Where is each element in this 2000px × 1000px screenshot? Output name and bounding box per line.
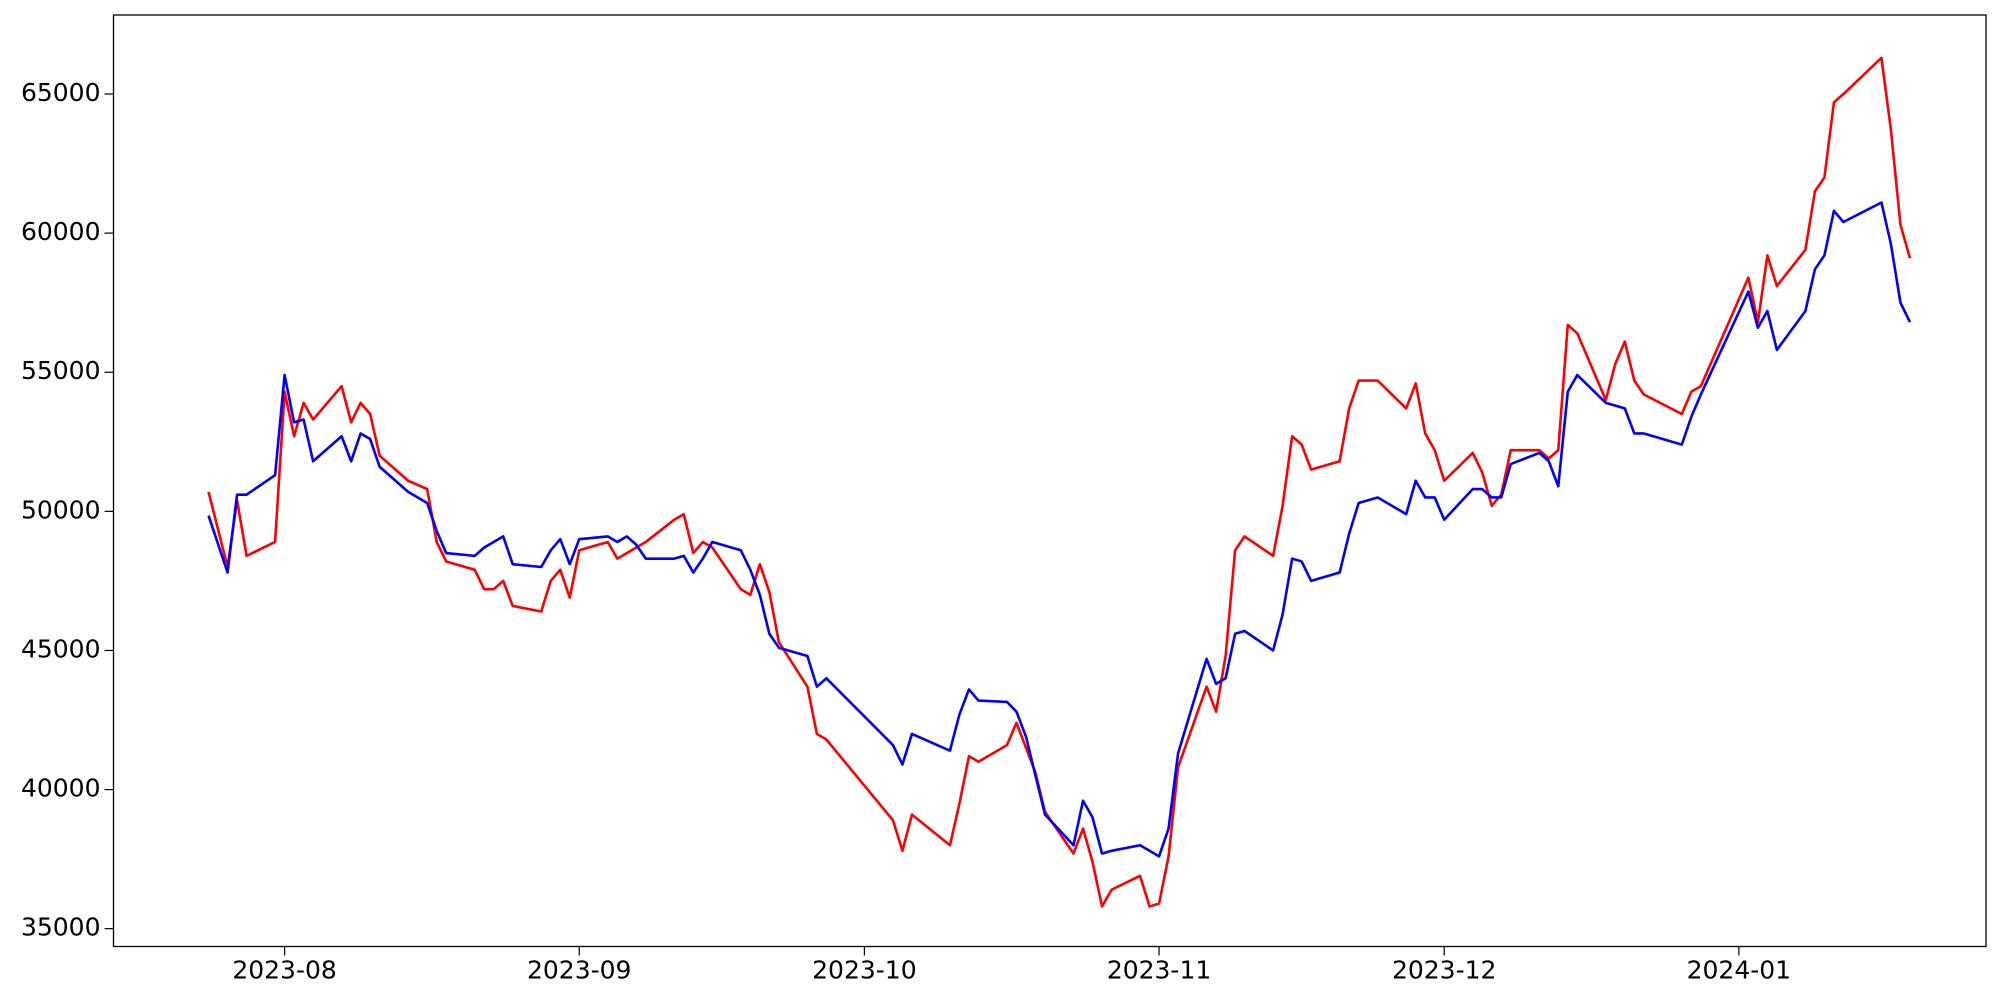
x-tick-label: 2024-01 [1687,956,1791,985]
y-tick-label: 60000 [21,217,101,246]
x-tick-label: 2023-11 [1107,956,1211,985]
x-tick-label: 2023-08 [232,956,336,985]
x-tick-label: 2023-12 [1392,956,1496,985]
y-tick-label: 40000 [21,774,101,803]
y-tick-label: 35000 [21,913,101,942]
plot-frame [112,14,1987,948]
y-tick-label: 45000 [21,634,101,663]
line-series [207,56,1912,908]
y-tick-label: 55000 [21,356,101,385]
x-tick-label: 2023-09 [527,956,631,985]
y-tick-label: 65000 [21,78,101,107]
y-tick-label: 50000 [21,495,101,524]
x-tick-label: 2023-10 [812,956,916,985]
line-series [207,201,1912,858]
